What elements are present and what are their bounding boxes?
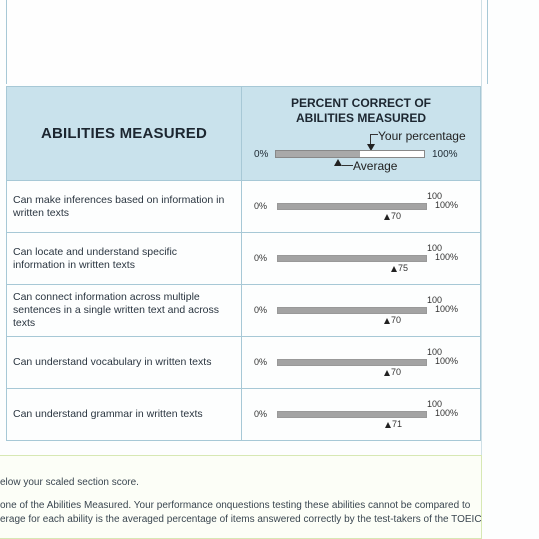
legend-zero: 0% — [254, 149, 269, 160]
bar-zero: 0% — [254, 201, 268, 211]
average-triangle-icon — [384, 317, 390, 324]
bar-zero: 0% — [254, 253, 268, 263]
average-marker: 75 — [391, 263, 408, 273]
footer-line-3: erage for each ability is the averaged p… — [0, 514, 482, 525]
percent-bar — [277, 359, 427, 366]
legend-hundred: 100% — [432, 149, 458, 160]
average-marker-icon — [334, 159, 342, 166]
percent-bar-fill — [278, 256, 426, 261]
abilities-header-cell: ABILITIES MEASURED — [7, 87, 242, 180]
percent-title: PERCENT CORRECT OF ABILITIES MEASURED — [290, 96, 431, 125]
footer-box — [0, 455, 482, 539]
legend-your-percentage: Your percentage — [378, 129, 466, 143]
average-triangle-icon — [384, 213, 390, 220]
average-arrow-line — [342, 165, 353, 166]
ability-bar-cell: 0% 100 100% 70 — [242, 285, 480, 336]
table-header: ABILITIES MEASURED PERCENT CORRECT OF AB… — [7, 87, 480, 181]
ability-label: Can connect information across multiple … — [7, 285, 242, 336]
your-score: 100 — [427, 243, 443, 253]
percent-bar-fill — [278, 204, 426, 209]
your-arrow-line — [370, 134, 378, 135]
average-marker: 71 — [385, 419, 402, 429]
bar-max: 100% — [435, 408, 459, 418]
abilities-table: ABILITIES MEASURED PERCENT CORRECT OF AB… — [6, 86, 481, 441]
bar-max: 100% — [435, 200, 459, 210]
percent-bar — [277, 307, 427, 314]
ability-label: Can understand vocabulary in written tex… — [7, 337, 242, 388]
legend-average: Average — [353, 159, 398, 173]
table-row: Can make inferences based on information… — [7, 180, 480, 232]
your-score: 100 — [427, 191, 443, 201]
abilities-title: ABILITIES MEASURED — [40, 125, 208, 142]
legend-bar — [275, 150, 425, 158]
ability-bar-cell: 0% 100 100% 70 — [242, 337, 480, 388]
footer-line-1: elow your scaled section score. — [0, 477, 139, 488]
ability-bar-cell: 0% 100 100% 70 — [242, 181, 480, 232]
page-edge — [481, 0, 482, 455]
percent-bar-fill — [278, 360, 426, 365]
table-row: Can connect information across multiple … — [7, 284, 480, 336]
average-marker: 70 — [384, 367, 401, 377]
ability-bar-cell: 0% 100 100% 71 — [242, 389, 480, 440]
top-panel — [6, 0, 488, 84]
percent-bar-fill — [278, 308, 426, 313]
average-triangle-icon — [391, 265, 397, 272]
percent-bar — [277, 411, 427, 418]
average-triangle-icon — [385, 421, 391, 428]
your-score: 100 — [427, 399, 443, 409]
average-triangle-icon — [384, 369, 390, 376]
bar-max: 100% — [435, 356, 459, 366]
bar-zero: 0% — [254, 357, 268, 367]
table-row: Can understand vocabulary in written tex… — [7, 336, 480, 388]
average-marker: 70 — [384, 211, 401, 221]
legend-bar-fill — [276, 151, 361, 157]
footer-line-2: one of the Abilities Measured. Your perf… — [0, 500, 471, 511]
average-marker: 70 — [384, 315, 401, 325]
ability-label: Can understand grammar in written texts — [7, 389, 242, 440]
table-row: Can understand grammar in written texts … — [7, 388, 480, 440]
percent-bar — [277, 203, 427, 210]
ability-bar-cell: 0% 100 100% 75 — [242, 233, 480, 284]
table-row: Can locate and understand specific infor… — [7, 232, 480, 284]
ability-label: Can locate and understand specific infor… — [7, 233, 242, 284]
your-arrow-stem — [370, 134, 371, 145]
your-score: 100 — [427, 347, 443, 357]
your-score: 100 — [427, 295, 443, 305]
ability-label: Can make inferences based on information… — [7, 181, 242, 232]
bar-max: 100% — [435, 252, 459, 262]
bar-max: 100% — [435, 304, 459, 314]
percent-bar — [277, 255, 427, 262]
percent-bar-fill — [278, 412, 426, 417]
bar-zero: 0% — [254, 305, 268, 315]
percent-header-cell: PERCENT CORRECT OF ABILITIES MEASURED Yo… — [242, 87, 480, 180]
bar-zero: 0% — [254, 409, 268, 419]
